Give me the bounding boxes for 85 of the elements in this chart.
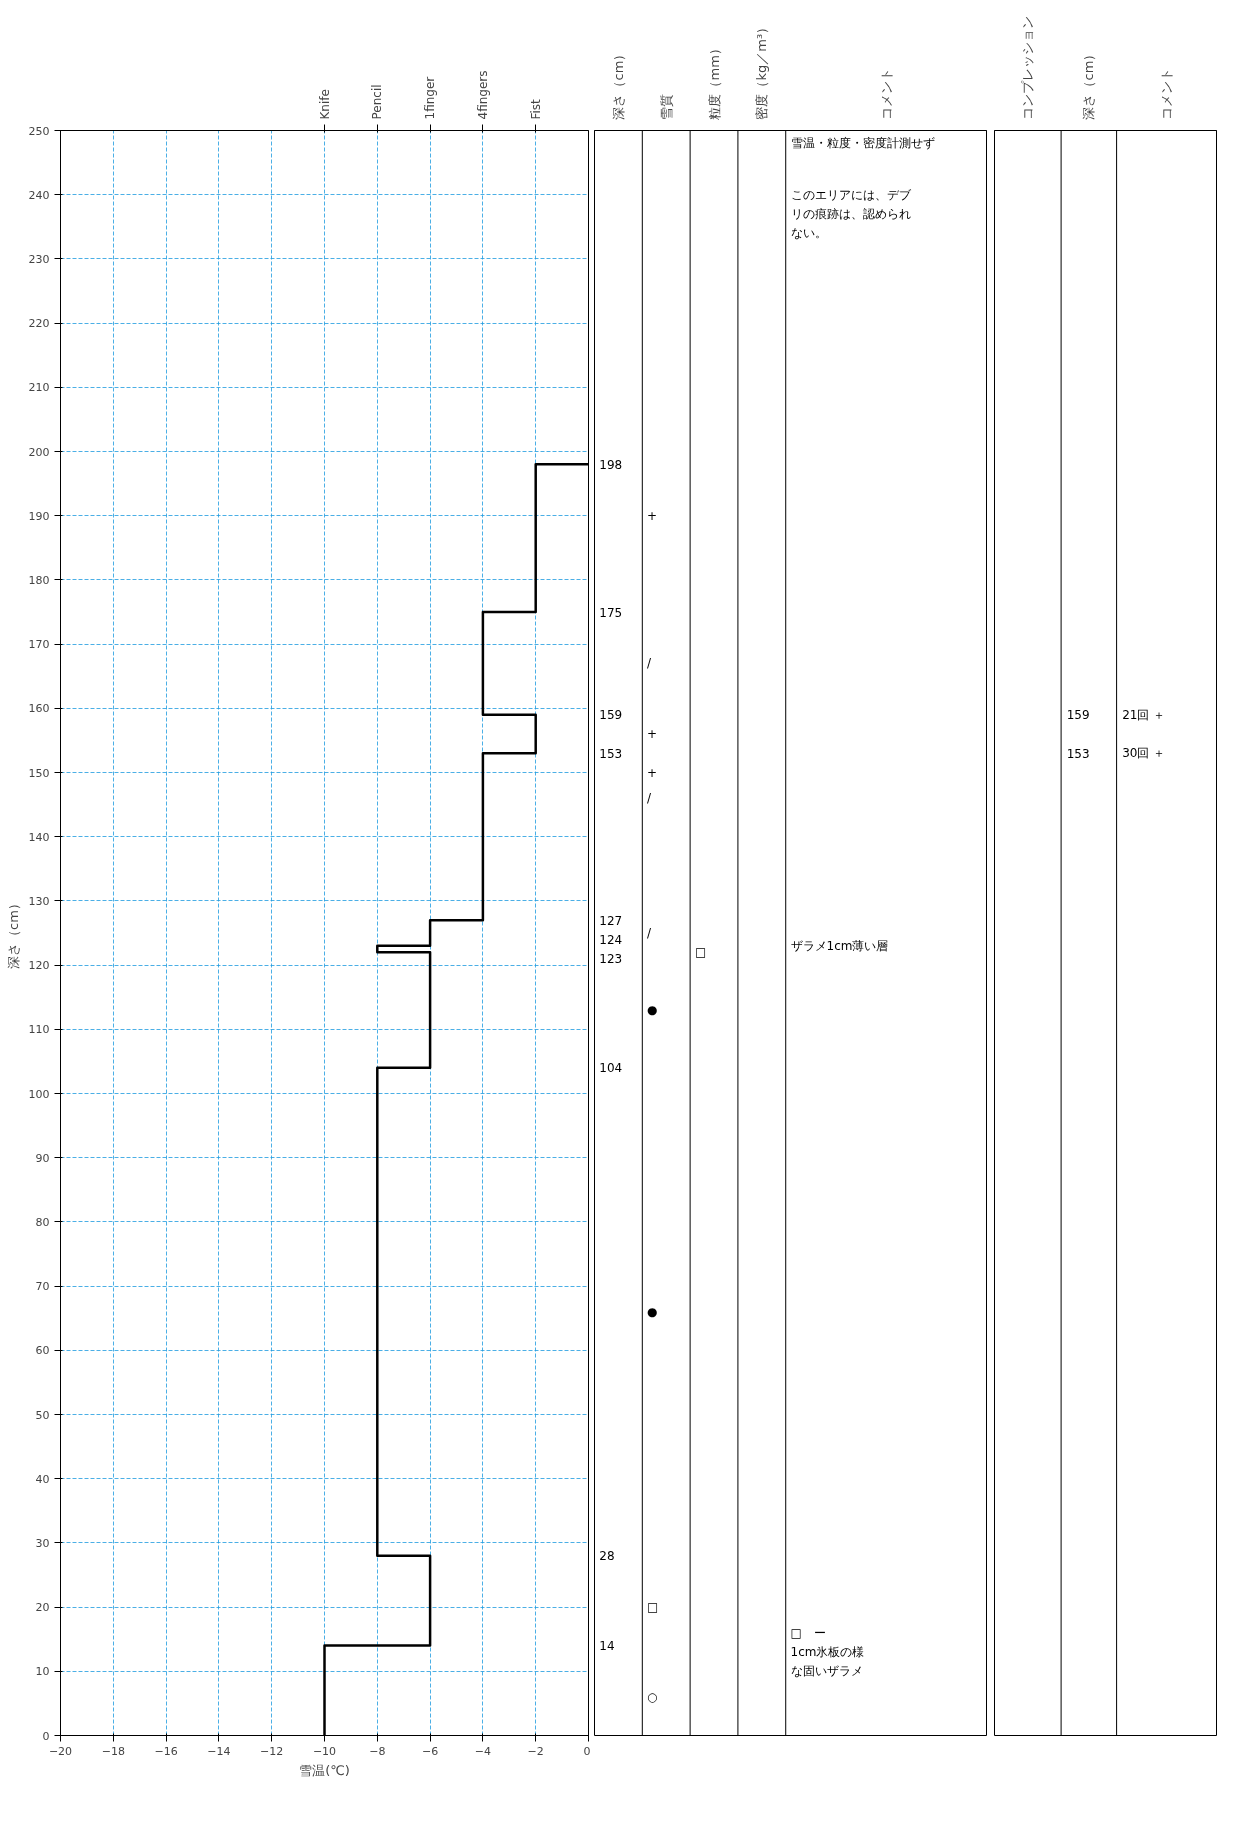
y-tick-label: 100 bbox=[28, 1087, 50, 1101]
y-tick-label: 160 bbox=[28, 702, 50, 716]
category-label: 密度（kg／m³） bbox=[754, 20, 770, 120]
text: + bbox=[647, 727, 658, 742]
y-axis-title: 深さ（cm） bbox=[5, 897, 21, 969]
text: 1cm氷板の様 bbox=[790, 1645, 865, 1660]
text: 198 bbox=[599, 457, 623, 472]
text: / bbox=[647, 926, 653, 940]
y-tick-label: 80 bbox=[35, 1215, 50, 1229]
x-tick-label: −12 bbox=[260, 1744, 284, 1758]
category-label: 深さ（cm） bbox=[1081, 47, 1097, 120]
text: ない。 bbox=[790, 226, 827, 241]
y-tick-label: 90 bbox=[35, 1151, 50, 1165]
x-tick-label: 0 bbox=[583, 1744, 591, 1758]
y-tick-label: 10 bbox=[35, 1665, 50, 1679]
text: ● bbox=[647, 1304, 658, 1319]
y-tick-label: 140 bbox=[28, 830, 50, 844]
annotation: Fist bbox=[528, 98, 543, 120]
y-tick-label: 110 bbox=[28, 1023, 50, 1037]
text: / bbox=[647, 656, 653, 671]
y-tick-label: 50 bbox=[35, 1408, 50, 1422]
text: ○ bbox=[647, 1689, 658, 1704]
y-tick-label: 150 bbox=[28, 766, 50, 780]
text: / bbox=[647, 791, 653, 806]
y-tick-label: 0 bbox=[42, 1729, 50, 1743]
text: 123 bbox=[599, 952, 623, 967]
annotation: 4fingers bbox=[475, 70, 490, 120]
text: 153 bbox=[599, 746, 623, 761]
y-tick-label: 130 bbox=[28, 894, 50, 908]
text: このエリアには、デブ bbox=[790, 187, 912, 202]
x-axis-title: 雪温(℃) bbox=[299, 1762, 350, 1778]
text: 159 bbox=[599, 708, 623, 723]
category-label: 粒度（mm） bbox=[706, 42, 722, 120]
annotation: Knife bbox=[317, 89, 332, 120]
y-tick-label: 250 bbox=[28, 124, 50, 138]
x-tick-label: −14 bbox=[207, 1744, 231, 1758]
x-tick-label: −6 bbox=[421, 1744, 439, 1758]
text: 127 bbox=[599, 913, 623, 928]
x-tick-label: −4 bbox=[474, 1744, 492, 1758]
text: 21回 ＋ bbox=[1122, 707, 1166, 722]
text: ● bbox=[647, 1003, 658, 1018]
text: な固いザラメ bbox=[790, 1664, 863, 1679]
category-label: コンプレッション bbox=[1020, 15, 1036, 120]
text: 14 bbox=[599, 1639, 615, 1654]
y-tick-label: 200 bbox=[28, 445, 50, 459]
annotation: Pencil bbox=[370, 84, 385, 120]
y-tick-label: 70 bbox=[35, 1280, 50, 1294]
y-tick-label: 220 bbox=[28, 317, 50, 331]
text: 104 bbox=[599, 1061, 623, 1076]
text: □ bbox=[694, 945, 707, 960]
category-label: コメント bbox=[1159, 67, 1175, 120]
text: リの痕跡は、認められ bbox=[790, 206, 911, 221]
text: 159 bbox=[1066, 708, 1090, 723]
y-tick-label: 190 bbox=[28, 509, 50, 523]
text: 28 bbox=[599, 1549, 615, 1564]
x-tick-label: −2 bbox=[527, 1744, 544, 1758]
x-tick-label: −10 bbox=[312, 1744, 337, 1758]
category-label: 雪質 bbox=[658, 93, 674, 120]
text: 30回 ＋ bbox=[1122, 746, 1166, 761]
y-tick-label: 180 bbox=[28, 573, 50, 587]
text: ザラメ1cm薄い層 bbox=[790, 938, 889, 953]
y-tick-label: 240 bbox=[28, 188, 50, 202]
text: □ bbox=[647, 1600, 659, 1615]
y-tick-label: 210 bbox=[28, 381, 50, 395]
text: 153 bbox=[1066, 746, 1090, 761]
category-label: 深さ（cm） bbox=[610, 47, 626, 120]
y-tick-label: 60 bbox=[35, 1344, 50, 1358]
y-tick-label: 170 bbox=[28, 638, 50, 652]
x-tick-label: −18 bbox=[101, 1744, 125, 1758]
x-tick-label: −8 bbox=[369, 1744, 386, 1758]
text: + bbox=[647, 509, 658, 524]
x-tick-label: −16 bbox=[154, 1744, 178, 1758]
text: 175 bbox=[599, 605, 623, 620]
text: 124 bbox=[599, 932, 623, 947]
category-label: コメント bbox=[878, 67, 894, 120]
y-tick-label: 20 bbox=[35, 1601, 50, 1615]
y-tick-label: 30 bbox=[35, 1536, 50, 1550]
y-tick-label: 230 bbox=[28, 252, 50, 266]
y-tick-label: 120 bbox=[28, 959, 50, 973]
y-tick-label: 40 bbox=[35, 1472, 50, 1486]
x-tick-label: −20 bbox=[48, 1744, 73, 1758]
text: + bbox=[647, 766, 658, 780]
annotation: 1finger bbox=[423, 76, 438, 120]
text: □ ー bbox=[790, 1625, 826, 1640]
text: 雪温・粒度・密度計測せず bbox=[790, 136, 935, 151]
